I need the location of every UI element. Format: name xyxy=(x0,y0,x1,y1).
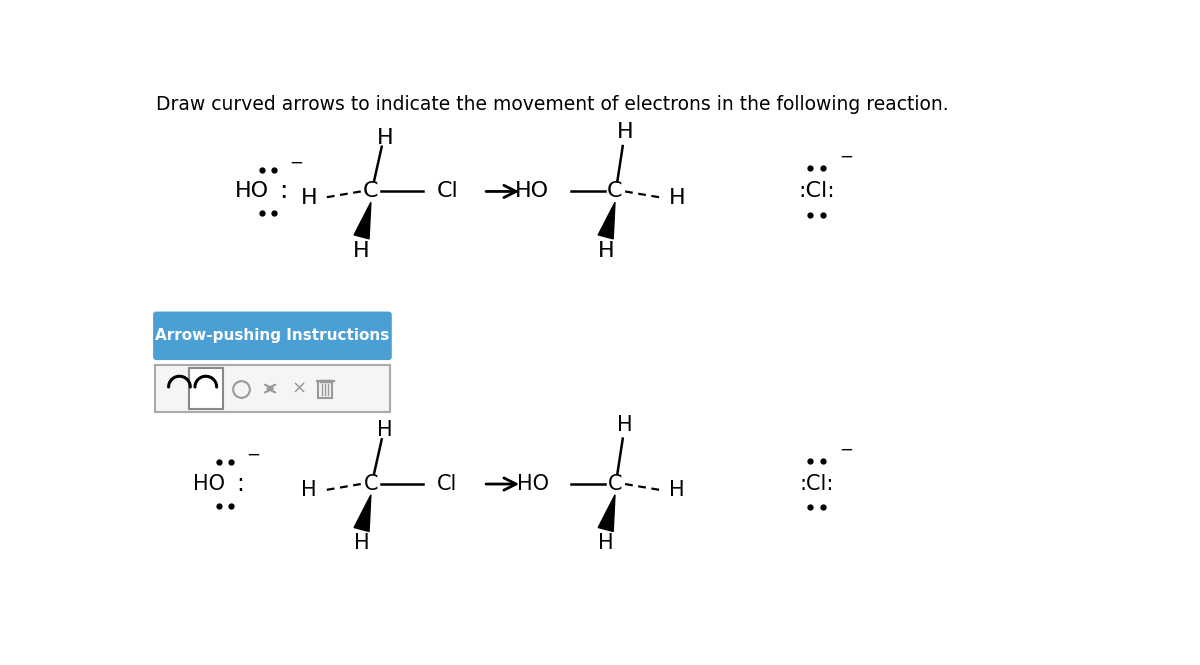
Text: HO: HO xyxy=(515,182,550,201)
Text: C: C xyxy=(364,474,378,494)
Text: −: − xyxy=(839,148,853,166)
Text: Draw curved arrows to indicate the movement of electrons in the following reacti: Draw curved arrows to indicate the movem… xyxy=(156,95,949,114)
FancyBboxPatch shape xyxy=(188,368,223,410)
Text: :: : xyxy=(280,180,288,203)
Text: HO: HO xyxy=(235,182,269,201)
Text: :Cl:: :Cl: xyxy=(798,182,835,201)
Text: H: H xyxy=(598,241,614,261)
Text: H: H xyxy=(670,480,685,500)
Text: :Cl:: :Cl: xyxy=(799,474,834,494)
Text: H: H xyxy=(598,533,613,553)
Polygon shape xyxy=(599,202,616,239)
Text: Arrow-pushing Instructions: Arrow-pushing Instructions xyxy=(155,329,390,343)
Text: H: H xyxy=(377,420,392,440)
Polygon shape xyxy=(354,495,371,531)
Text: −: − xyxy=(246,446,260,464)
Polygon shape xyxy=(354,202,371,239)
Text: H: H xyxy=(617,415,632,435)
Text: H: H xyxy=(668,188,685,207)
Polygon shape xyxy=(599,495,616,531)
Text: H: H xyxy=(300,188,317,207)
Text: :: : xyxy=(236,472,245,496)
Text: −: − xyxy=(289,153,302,171)
Text: C: C xyxy=(364,182,379,201)
FancyBboxPatch shape xyxy=(155,364,390,412)
Text: H: H xyxy=(354,533,370,553)
Text: H: H xyxy=(301,480,317,500)
Text: Cl: Cl xyxy=(437,474,457,494)
Text: HO: HO xyxy=(517,474,550,494)
Text: −: − xyxy=(839,440,853,458)
Text: HO: HO xyxy=(193,474,224,494)
Text: C: C xyxy=(607,474,623,494)
Text: Cl: Cl xyxy=(437,182,458,201)
FancyBboxPatch shape xyxy=(154,312,391,360)
Text: H: H xyxy=(617,122,634,142)
Text: ×: × xyxy=(292,380,307,398)
Text: H: H xyxy=(353,241,370,261)
Text: C: C xyxy=(607,182,623,201)
Text: H: H xyxy=(377,128,394,148)
